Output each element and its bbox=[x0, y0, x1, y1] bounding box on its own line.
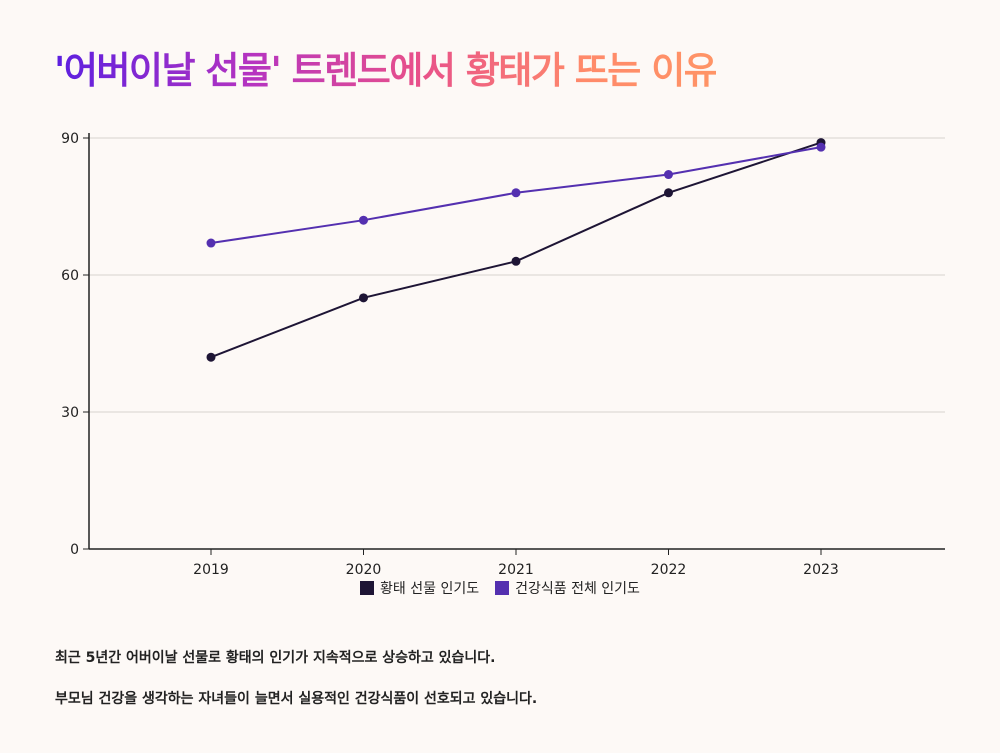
legend-label: 건강식품 전체 인기도 bbox=[515, 581, 640, 597]
data-point bbox=[816, 142, 826, 152]
x-tick-label: 2022 bbox=[651, 562, 687, 578]
y-tick-label: 60 bbox=[61, 268, 79, 284]
data-point bbox=[206, 352, 216, 362]
data-point bbox=[511, 188, 521, 198]
note-2: 부모님 건강을 생각하는 자녀들이 늘면서 실용적인 건강식품이 선호되고 있습… bbox=[55, 691, 538, 707]
series-line-0 bbox=[210, 141, 822, 359]
data-point bbox=[511, 256, 521, 266]
data-point bbox=[206, 238, 216, 248]
legend-item: 건강식품 전체 인기도 bbox=[495, 578, 640, 598]
legend: 황태 선물 인기도 건강식품 전체 인기도 bbox=[0, 578, 1000, 598]
x-tick-label: 2021 bbox=[498, 562, 534, 578]
data-point bbox=[664, 188, 673, 198]
data-point bbox=[664, 170, 673, 180]
legend-label: 황태 선물 인기도 bbox=[380, 581, 480, 597]
legend-item: 황태 선물 인기도 bbox=[360, 578, 479, 598]
note-1: 최근 5년간 어버이날 선물로 황태의 인기가 지속적으로 상승하고 있습니다. bbox=[55, 650, 496, 666]
x-tick-label: 2023 bbox=[803, 562, 839, 578]
y-tick-label: 30 bbox=[61, 405, 79, 421]
legend-swatch bbox=[495, 581, 510, 595]
y-tick-label: 0 bbox=[70, 542, 79, 558]
x-tick-label: 2019 bbox=[193, 562, 229, 578]
page-title: '어버이날 선물' 트렌드에서 황태가 뜨는 이유 bbox=[54, 40, 718, 94]
x-tick-label: 2020 bbox=[346, 562, 382, 578]
legend-swatch bbox=[360, 581, 375, 595]
y-tick-label: 90 bbox=[61, 131, 79, 147]
data-point bbox=[359, 293, 368, 303]
data-point bbox=[359, 215, 368, 225]
